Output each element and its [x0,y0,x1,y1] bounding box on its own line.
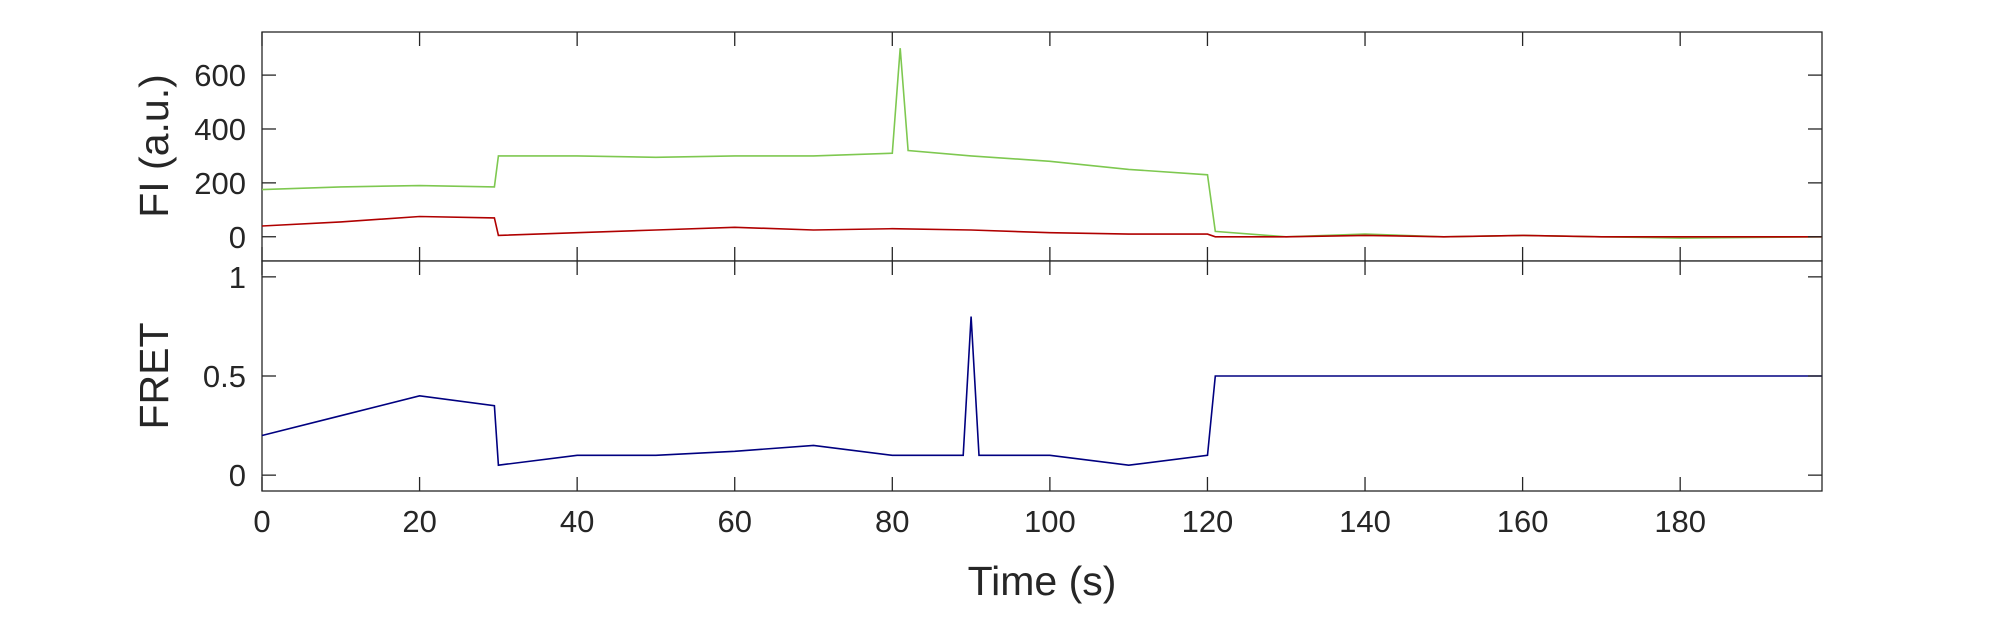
fret-y-tick-label: 0.5 [203,359,246,394]
fluorescence-plot-area [261,31,1823,262]
time-x-tick-label: 0 [253,504,270,539]
time-x-tick-label: 100 [1024,504,1076,539]
fret-panel: 00.51 0 20 40 60 80 100 120 140 160 180 FRET Time… [131,260,1823,604]
fluorescence-y-tick-label: 0 [229,220,246,255]
fluorescence-series-1 [261,215,1822,238]
fret-series-0 [261,316,1822,467]
fluorescence-series-group [261,48,1823,239]
time-x-tick-label: 140 [1339,504,1391,539]
time-x-axis-label: Time (s) [968,558,1117,604]
time-x-tick-label: 20 [402,504,436,539]
fret-series-group [261,316,1822,467]
fluorescence-y-axis-label: FI (a.u.) [131,74,177,218]
fluorescence-y-tick-label: 600 [194,58,246,93]
fret-y-ticks: 00.51 [203,260,1822,493]
fluorescence-y-tick-label: 200 [194,166,246,201]
time-x-tick-label: 160 [1497,504,1549,539]
fret-y-tick-label: 1 [229,260,246,295]
time-x-tick-label: 180 [1654,504,1706,539]
fluorescence-panel: 0 200 400 600 FI (a.u.) [131,31,1823,262]
fret-y-axis-label: FRET [131,322,177,429]
time-x-tick-label: 40 [560,504,594,539]
time-x-tick-label: 120 [1182,504,1234,539]
fret-y-tick-label: 0 [229,458,246,493]
fluorescence-y-ticks: 0 200 400 600 [194,32,1822,261]
time-x-tick-label: 60 [717,504,751,539]
time-x-ticks: 0 20 40 60 80 100 120 140 160 180 [253,261,1706,539]
time-x-tick-label: 80 [875,504,909,539]
fluorescence-y-tick-label: 400 [194,112,246,147]
